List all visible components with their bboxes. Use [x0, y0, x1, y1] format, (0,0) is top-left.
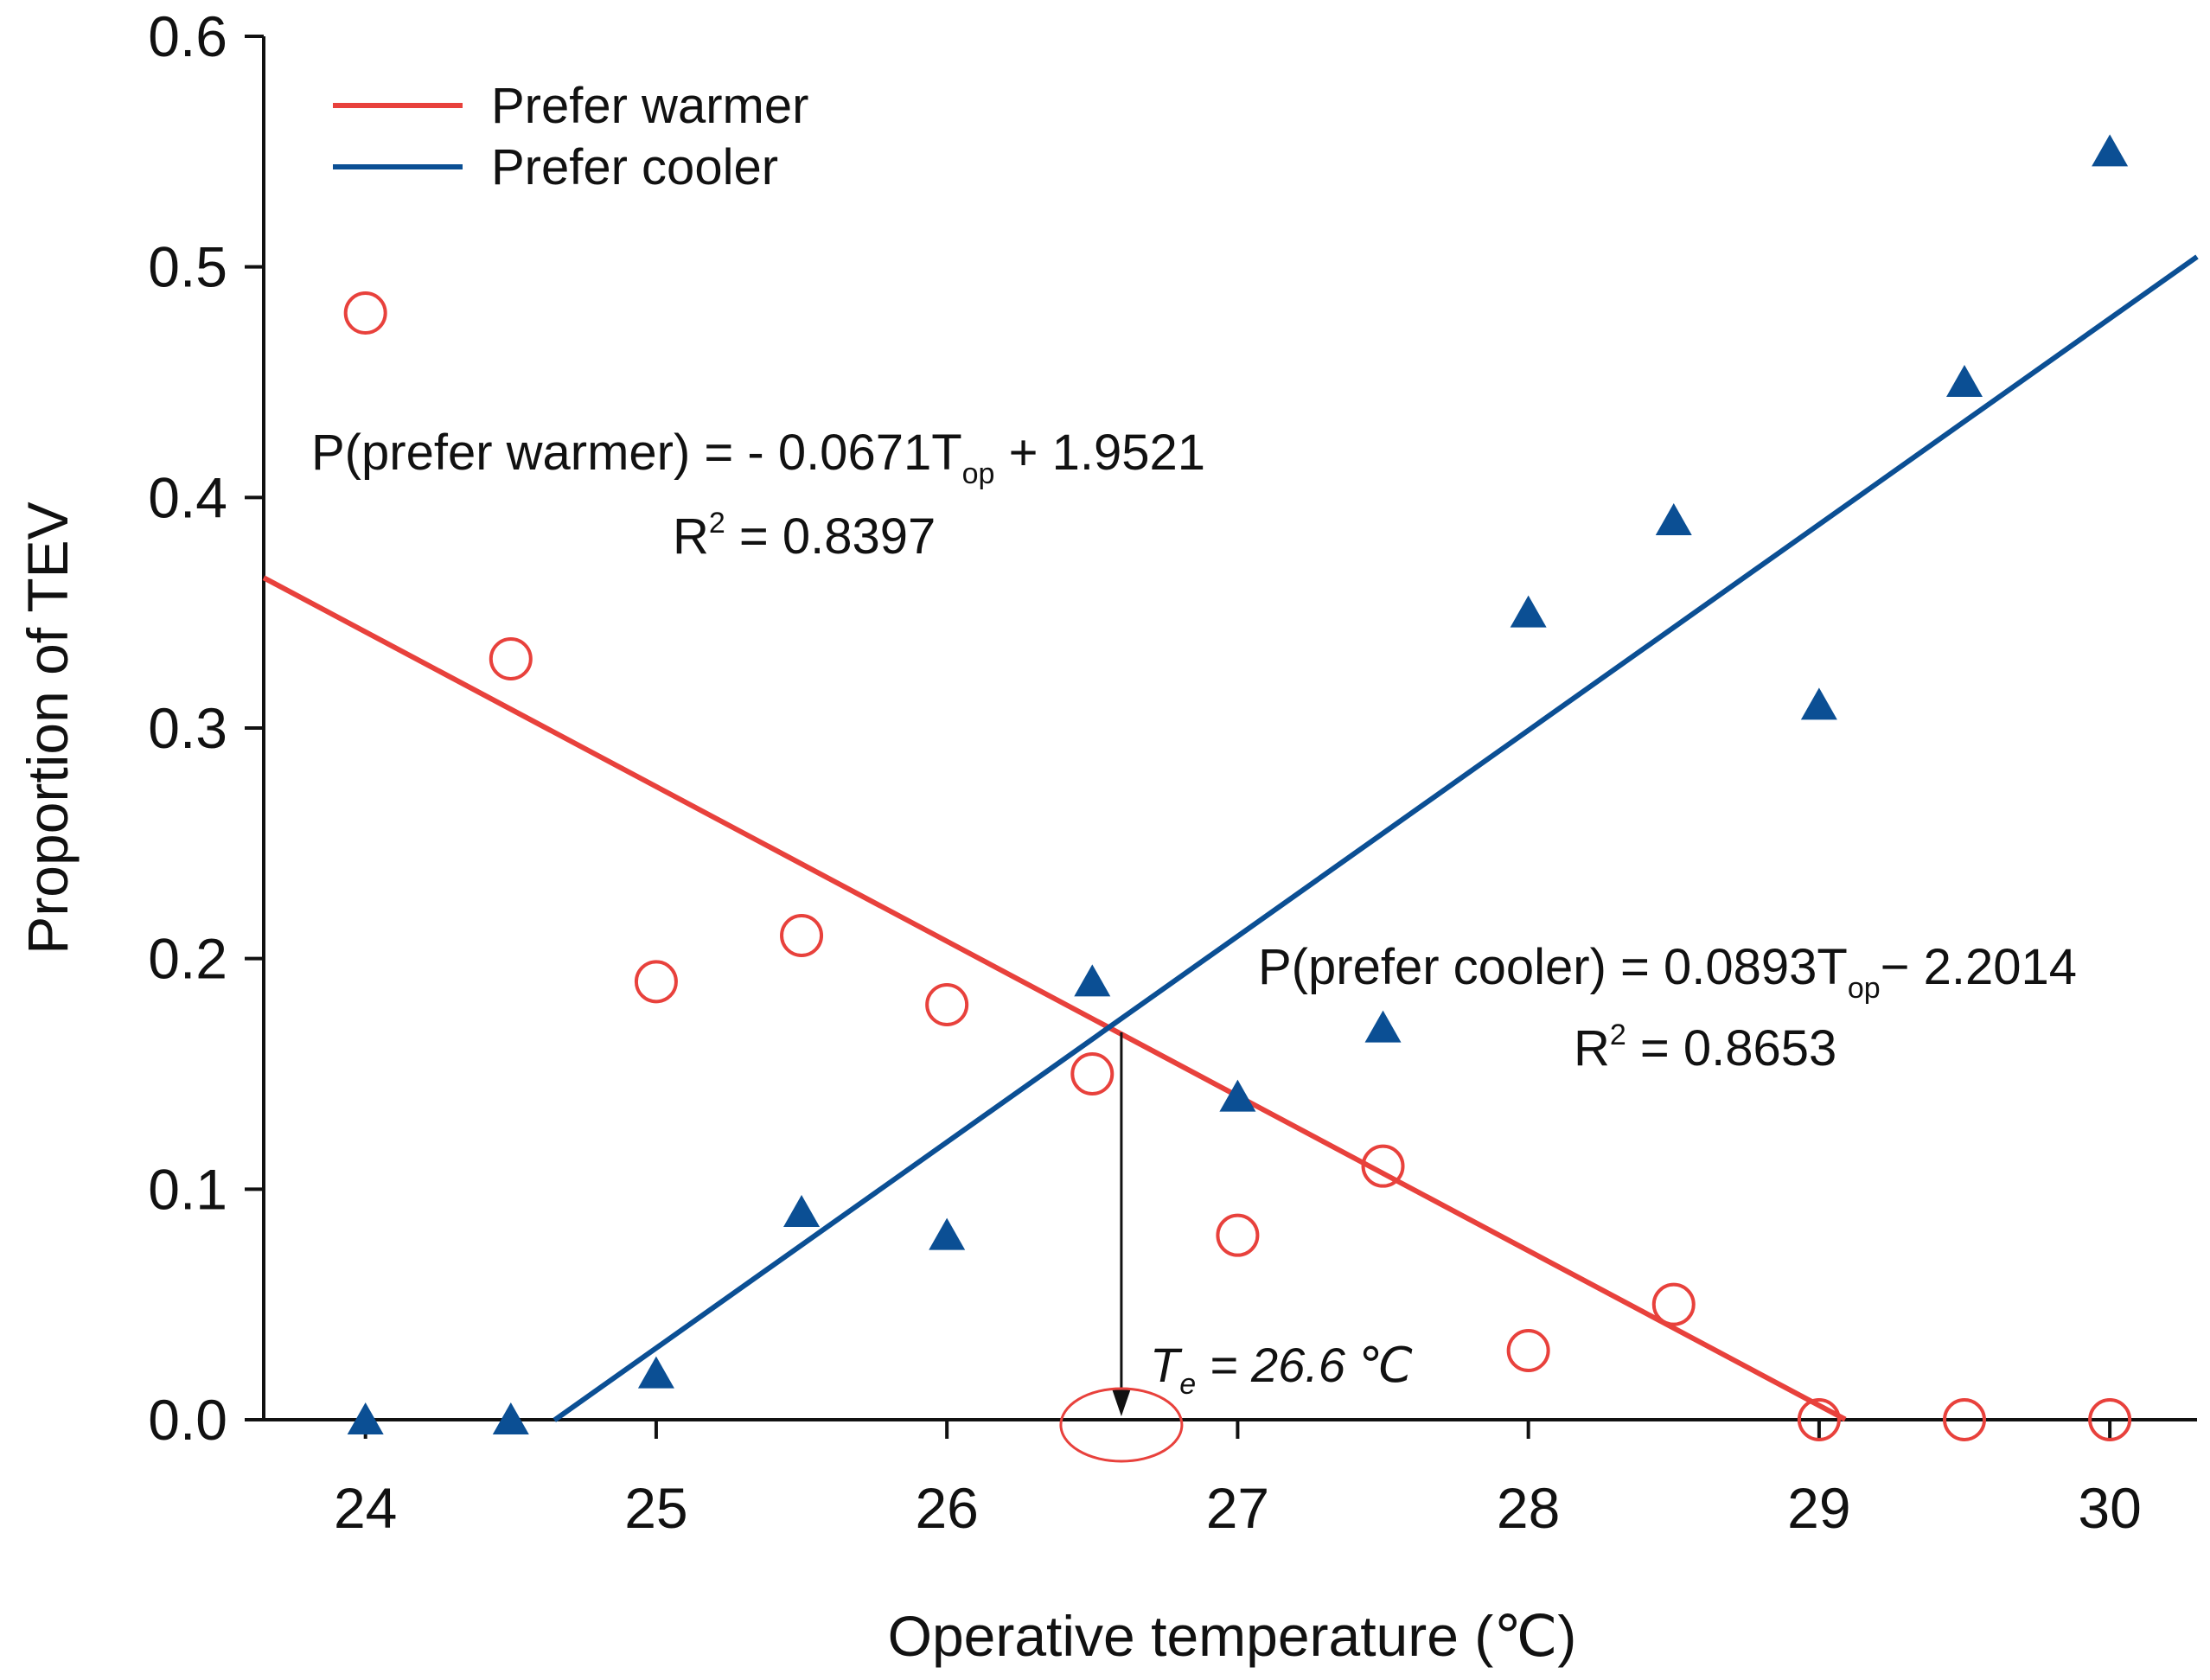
point-prefer-warmer	[634, 960, 678, 1004]
axes: 0.0 0.1 0.2 0.3 0.4 0.5 0.6 24 25 26 27 28 29 30	[148, 4, 2197, 1540]
point-prefer-cooler	[492, 1402, 529, 1434]
equation-warmer-suffix: + 1.9521	[994, 425, 1205, 481]
point-prefer-warmer	[925, 983, 969, 1026]
point-prefer-warmer	[1216, 1213, 1260, 1257]
equation-cooler-subscript: op	[1848, 972, 1881, 1005]
point-prefer-cooler	[1655, 503, 1692, 535]
point-prefer-warmer	[780, 914, 824, 957]
x-tick-label: 28	[1497, 1476, 1560, 1540]
legend-label-prefer-cooler: Prefer cooler	[491, 139, 778, 195]
x-tick-label: 27	[1206, 1476, 1269, 1540]
x-axis-title: Operative temperature (℃)	[888, 1604, 1577, 1668]
r2-warmer-label: R	[673, 508, 709, 565]
x-tick-label: 24	[334, 1476, 397, 1540]
equation-cooler: P(prefer cooler) = 0.0893Top− 2.2014	[1258, 939, 2077, 1005]
equation-warmer-prefix: P(prefer warmer) = - 0.0671T	[311, 425, 962, 481]
point-prefer-warmer	[1070, 1052, 1115, 1096]
point-prefer-warmer	[343, 291, 387, 335]
fit-line-prefer-warmer	[262, 575, 1847, 1422]
legend-label-prefer-warmer: Prefer warmer	[491, 78, 808, 134]
point-prefer-warmer	[1797, 1398, 1841, 1441]
r2-cooler-value: = 0.8653	[1626, 1020, 1837, 1076]
point-prefer-warmer	[2088, 1398, 2132, 1441]
equation-warmer-subscript: op	[962, 457, 995, 490]
y-tick-label: 0.4	[148, 465, 227, 529]
point-prefer-cooler	[637, 1356, 674, 1389]
y-tick-label: 0.3	[148, 696, 227, 760]
y-tick-label: 0.1	[148, 1157, 227, 1221]
equation-warmer: P(prefer warmer) = - 0.0671Top + 1.9521	[311, 425, 1205, 490]
r2-cooler-sup: 2	[1610, 1019, 1626, 1051]
point-prefer-cooler	[1219, 1079, 1256, 1112]
point-prefer-cooler	[1800, 687, 1837, 720]
threshold-ellipse	[1059, 1387, 1184, 1463]
point-prefer-cooler	[1364, 1010, 1402, 1043]
point-prefer-cooler	[2092, 134, 2129, 167]
r2-warmer: R2 = 0.8397	[673, 507, 936, 565]
point-prefer-cooler	[1074, 964, 1111, 997]
x-tick-label: 26	[915, 1476, 978, 1540]
point-prefer-cooler	[929, 1217, 966, 1250]
threshold-label: Te = 26.6 ℃	[1150, 1338, 1413, 1401]
x-tick-label: 30	[2078, 1476, 2141, 1540]
r2-cooler-label: R	[1574, 1020, 1610, 1076]
x-tick-label: 25	[624, 1476, 687, 1540]
point-prefer-cooler	[1946, 365, 1983, 397]
r2-warmer-sup: 2	[709, 507, 725, 540]
threshold-label-sub: e	[1179, 1368, 1196, 1401]
threshold-label-main: T	[1150, 1338, 1183, 1392]
equation-cooler-prefix: P(prefer cooler) = 0.0893T	[1258, 939, 1848, 995]
threshold-label-rest: = 26.6 ℃	[1196, 1338, 1413, 1392]
point-prefer-cooler	[1510, 595, 1547, 628]
data-points	[343, 134, 2132, 1441]
y-axis-title: Proportion of TEV	[16, 501, 80, 954]
r2-cooler: R2 = 0.8653	[1574, 1019, 1836, 1076]
r2-warmer-value: = 0.8397	[725, 508, 936, 565]
y-tick-label: 0.6	[148, 4, 227, 68]
point-prefer-warmer	[1361, 1144, 1405, 1188]
threshold-arrow-head	[1111, 1389, 1131, 1416]
point-prefer-warmer	[1651, 1282, 1696, 1326]
point-prefer-warmer	[1943, 1398, 1987, 1441]
point-prefer-cooler	[347, 1402, 384, 1434]
point-prefer-warmer	[489, 637, 533, 680]
equation-cooler-suffix: − 2.2014	[1881, 939, 2077, 995]
threshold-annotation	[1059, 1032, 1184, 1463]
equations: P(prefer warmer) = - 0.0671Top + 1.9521 …	[311, 425, 2077, 1076]
point-prefer-cooler	[783, 1195, 821, 1227]
fit-line-prefer-cooler	[552, 254, 2199, 1422]
x-tick-label: 29	[1787, 1476, 1850, 1540]
y-tick-label: 0.5	[148, 235, 227, 299]
legend: Prefer warmer Prefer cooler	[333, 78, 808, 195]
y-tick-label: 0.0	[148, 1388, 227, 1452]
y-tick-label: 0.2	[148, 927, 227, 991]
fit-lines	[262, 254, 2199, 1422]
point-prefer-warmer	[1506, 1329, 1550, 1372]
